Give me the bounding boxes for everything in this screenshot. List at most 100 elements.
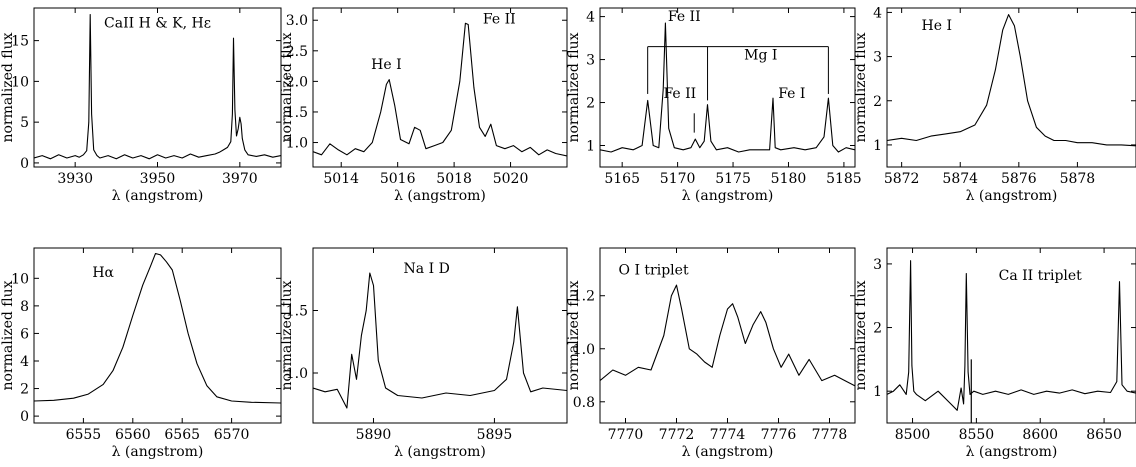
y-tick-label: 2 <box>873 94 882 110</box>
y-tick-label: 4 <box>873 5 882 21</box>
plot-frame <box>312 7 568 168</box>
y-axis-label: normalized flux <box>0 280 16 390</box>
spectrum-panel-4: 5872 5874 5876 5878 1 2 3 4 λ (angstrom) normaliz… <box>853 5 1136 204</box>
y-tick-label: 0 <box>20 409 29 425</box>
line-annotation: Fe I <box>778 86 805 102</box>
x-tick-label: 3970 <box>222 171 258 187</box>
x-tick-label: 8550 <box>959 427 995 443</box>
y-tick-label: 1 <box>873 384 882 400</box>
x-tick-label: 5874 <box>942 171 978 187</box>
x-tick-label: 8650 <box>1086 427 1122 443</box>
spectrum-panel-1: 3930 3950 3970 0 5 10 15 λ (angstrom) normalized… <box>0 7 282 204</box>
plot-frame <box>33 247 282 424</box>
x-tick-label: 7776 <box>761 427 797 443</box>
x-tick-label: 6555 <box>66 427 102 443</box>
x-axis-label: λ (angstrom) <box>682 444 774 460</box>
line-annotation: Ca II triplet <box>999 268 1083 284</box>
x-tick-label: 5890 <box>356 427 392 443</box>
x-tick-label: 8600 <box>1022 427 1058 443</box>
x-tick-label: 7774 <box>710 427 746 443</box>
line-annotation: Na I D <box>404 261 450 277</box>
y-axis-label: normalized flux <box>279 280 295 390</box>
spectrum-line <box>887 14 1136 147</box>
y-tick-label: 1 <box>873 138 882 154</box>
line-annotation: Fe II <box>483 11 516 27</box>
line-annotation: Fe II <box>668 9 701 25</box>
plot-frame <box>599 7 856 168</box>
x-tick-label: 5018 <box>436 171 472 187</box>
y-tick-label: 2 <box>20 382 29 398</box>
x-tick-label: 8500 <box>895 427 931 443</box>
y-axis-label: normalized flux <box>0 32 16 142</box>
x-tick-label: 5895 <box>477 427 513 443</box>
spectrum-line <box>34 13 281 160</box>
x-axis-label: λ (angstrom) <box>112 188 204 204</box>
line-annotation: He I <box>371 57 401 73</box>
x-tick-label: 5020 <box>493 171 529 187</box>
y-tick-label: 5 <box>20 115 29 131</box>
x-tick-label: 5185 <box>826 171 862 187</box>
y-tick-label: 1.0 <box>286 366 308 382</box>
y-axis-label: normalized flux <box>566 32 582 142</box>
spectrum-panel-8: 8500 8550 8600 8650 1 2 3 λ (angstrom) normalize… <box>853 247 1136 460</box>
y-tick-label: 1 <box>586 139 595 155</box>
line-annotation: He I <box>922 18 952 34</box>
y-tick-label: 1.5 <box>286 304 308 320</box>
y-tick-label: 1.5 <box>286 105 308 121</box>
line-annotation: Fe II <box>663 86 696 102</box>
x-axis-label: λ (angstrom) <box>112 444 204 460</box>
y-tick-label: 0.8 <box>573 395 595 411</box>
plot-frame <box>33 7 282 168</box>
x-tick-label: 3930 <box>57 171 93 187</box>
x-tick-label: 6565 <box>164 427 200 443</box>
x-tick-label: 7772 <box>659 427 695 443</box>
line-annotation: O I triplet <box>619 263 689 279</box>
spectrum-panel-6: 5890 5895 1.0 1.5 λ (angstrom) normalized flu… <box>279 247 568 460</box>
spectrum-line <box>887 260 1136 411</box>
x-axis-label: λ (angstrom) <box>682 188 774 204</box>
x-tick-label: 5014 <box>323 171 359 187</box>
x-tick-label: 3950 <box>140 171 176 187</box>
line-annotation: Mg I <box>744 48 777 64</box>
y-tick-label: 4 <box>586 10 595 26</box>
x-tick-label: 5180 <box>771 171 807 187</box>
y-tick-label: 2 <box>586 96 595 112</box>
y-tick-label: 2.5 <box>286 44 308 60</box>
y-tick-label: 1.0 <box>286 136 308 152</box>
spectrum-line <box>313 272 567 409</box>
y-tick-label: 4 <box>20 354 29 370</box>
x-tick-label: 5876 <box>1001 171 1037 187</box>
x-tick-label: 5878 <box>1060 171 1096 187</box>
y-tick-label: 0 <box>20 156 29 172</box>
x-axis-label: λ (angstrom) <box>394 444 486 460</box>
x-tick-label: 7770 <box>608 427 644 443</box>
x-axis-label: λ (angstrom) <box>394 188 486 204</box>
x-axis-label: λ (angstrom) <box>966 188 1058 204</box>
x-tick-label: 5170 <box>660 171 696 187</box>
line-annotation: Hα <box>92 265 114 281</box>
x-axis-label: λ (angstrom) <box>966 444 1058 460</box>
line-annotation: CaII H & K, Hε <box>104 16 211 32</box>
y-tick-label: 3 <box>873 50 882 66</box>
spectrum-line <box>34 252 281 404</box>
y-tick-label: 3 <box>873 257 882 273</box>
y-tick-label: 10 <box>11 74 29 90</box>
spectrum-line <box>600 22 855 153</box>
y-tick-label: 8 <box>20 299 29 315</box>
y-tick-label: 6 <box>20 326 29 342</box>
plot-frame <box>886 247 1136 424</box>
spectrum-panel-3: 5165 5170 5175 5180 5185 1 2 3 4 λ (angstrom) norm… <box>566 7 862 204</box>
x-tick-label: 6560 <box>115 427 151 443</box>
y-tick-label: 3 <box>586 53 595 69</box>
x-tick-label: 5016 <box>380 171 416 187</box>
x-tick-label: 5872 <box>884 171 920 187</box>
y-tick-label: 1.0 <box>573 342 595 358</box>
x-tick-label: 5175 <box>715 171 751 187</box>
spectrum-panel-2: 5014 5016 5018 5020 1.0 1.5 2.0 2.5 3.0 λ (angstr… <box>279 7 568 204</box>
plot-frame <box>886 7 1136 168</box>
spectrum-panel-7: 7770 7772 7774 7776 7778 0.8 1.0 1.2 λ (angstrom… <box>566 247 856 460</box>
y-axis-label: normalized flux <box>853 32 869 142</box>
x-tick-label: 6570 <box>214 427 250 443</box>
y-axis-label: normalized flux <box>566 280 582 390</box>
